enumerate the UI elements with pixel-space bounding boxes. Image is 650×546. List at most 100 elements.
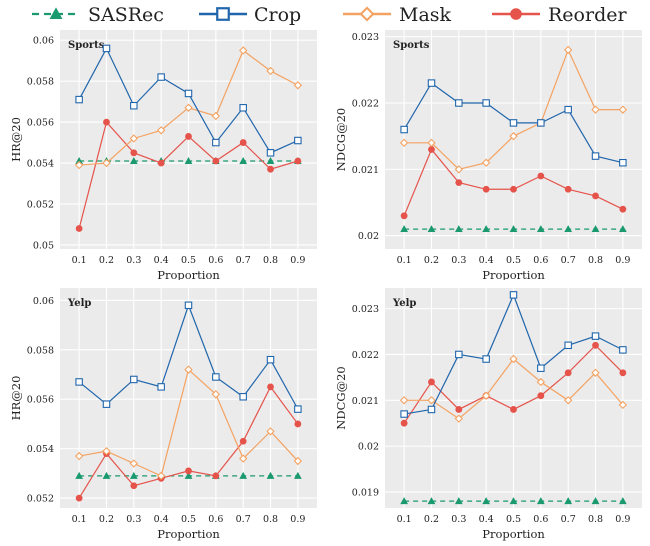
data-point-reorder [510,406,517,413]
y-tick-label: 0.058 [27,345,54,356]
data-point-reorder [564,369,572,377]
data-point-reorder [103,118,110,126]
data-point-sasrec [509,497,518,505]
data-point-sasrec [618,225,627,233]
series-crop [75,301,302,413]
data-point-sasrec [293,471,302,479]
data-point-sasrec [454,225,463,233]
data-point-sasrec [184,156,193,164]
y-tick-label: 0.06 [33,36,54,47]
data-point-mask [399,396,409,405]
series-sasrec [400,497,627,505]
data-point-crop [455,99,463,107]
data-point-sasrec [266,471,275,479]
series-crop [400,291,627,418]
data-point-mask [266,66,275,76]
series-mask [74,46,303,170]
legend: SASRec Crop Mask Reorder [32,4,627,26]
data-point-crop [266,149,275,157]
data-point-crop [427,79,436,87]
data-point-mask [454,414,463,423]
data-point-mask [509,132,518,141]
data-point-crop [455,350,463,359]
x-tick-label: 0.1 [397,255,412,266]
data-point-mask [509,354,518,364]
x-tick-label: 0.4 [479,255,494,266]
data-point-mask [427,138,436,147]
y-axis-label: NDCG@20 [334,108,348,171]
x-tick-label: 0.8 [263,514,278,525]
x-tick-label: 0.1 [397,514,412,525]
y-tick-label: 0.023 [352,304,379,315]
y-tick-label: 0.019 [352,487,379,498]
legend-item-crop: Crop [199,4,301,26]
x-tick-label: 0.6 [208,514,223,525]
x-tick-label: 0.3 [451,255,466,266]
data-point-sasrec [509,225,518,233]
data-point-sasrec [536,497,545,505]
data-point-mask [74,451,84,461]
data-point-mask [618,105,628,114]
series-mask [74,365,303,481]
x-axis-label: Proportion [157,527,220,541]
data-point-sasrec [564,225,573,233]
data-point-reorder [592,192,599,200]
data-point-reorder [619,205,627,213]
data-point-crop [157,383,165,391]
data-point-sasrec [591,497,600,505]
data-point-sasrec [564,497,573,505]
data-point-reorder [619,369,627,377]
x-tick-label: 0.7 [236,255,251,266]
x-tick-label: 0.9 [615,255,630,266]
data-point-sasrec [536,225,545,233]
data-point-reorder [185,467,192,475]
data-point-reorder [294,157,302,165]
data-point-reorder [130,149,138,157]
data-point-crop [130,101,138,110]
data-point-reorder [212,157,220,165]
data-point-mask [536,377,546,387]
data-point-mask [74,160,84,170]
data-point-reorder [130,482,138,490]
y-tick-label: 0.023 [352,32,379,43]
data-point-mask [454,165,463,174]
data-point-crop [619,158,627,167]
data-point-mask [211,390,221,399]
data-point-crop [157,73,165,81]
data-point-crop [102,44,111,53]
y-axis-label: HR@20 [9,376,23,421]
x-tick-label: 0.7 [561,514,576,525]
data-point-crop [537,364,545,372]
data-point-crop [239,104,247,112]
data-point-sasrec [482,225,491,233]
data-point-reorder [294,420,302,428]
data-point-reorder [455,406,463,413]
data-point-mask [399,138,409,147]
data-point-mask [293,456,303,466]
data-point-reorder [185,133,192,140]
x-tick-label: 0.2 [99,255,114,266]
data-point-crop [239,393,247,401]
data-point-crop [564,341,572,350]
y-tick-label: 0.02 [358,231,379,242]
y-axis-label: HR@20 [9,117,23,162]
data-point-reorder [537,172,545,180]
data-point-crop [482,355,490,363]
data-point-mask [591,105,600,114]
x-tick-label: 0.5 [181,514,196,525]
data-point-mask [564,396,573,405]
x-tick-label: 0.4 [479,514,494,525]
data-point-reorder [564,185,572,193]
data-point-sasrec [591,225,600,233]
legend-marker-crop [216,7,230,21]
x-tick-label: 0.2 [424,514,439,525]
data-point-crop [482,99,490,107]
legend-item-mask: Mask [343,4,452,26]
data-point-sasrec [400,497,409,505]
y-tick-label: 0.054 [27,444,54,455]
data-point-reorder [400,212,408,220]
data-point-reorder [592,341,599,349]
legend-marker-sasrec [49,7,63,20]
data-point-sasrec [75,471,84,479]
series-crop [75,44,302,157]
